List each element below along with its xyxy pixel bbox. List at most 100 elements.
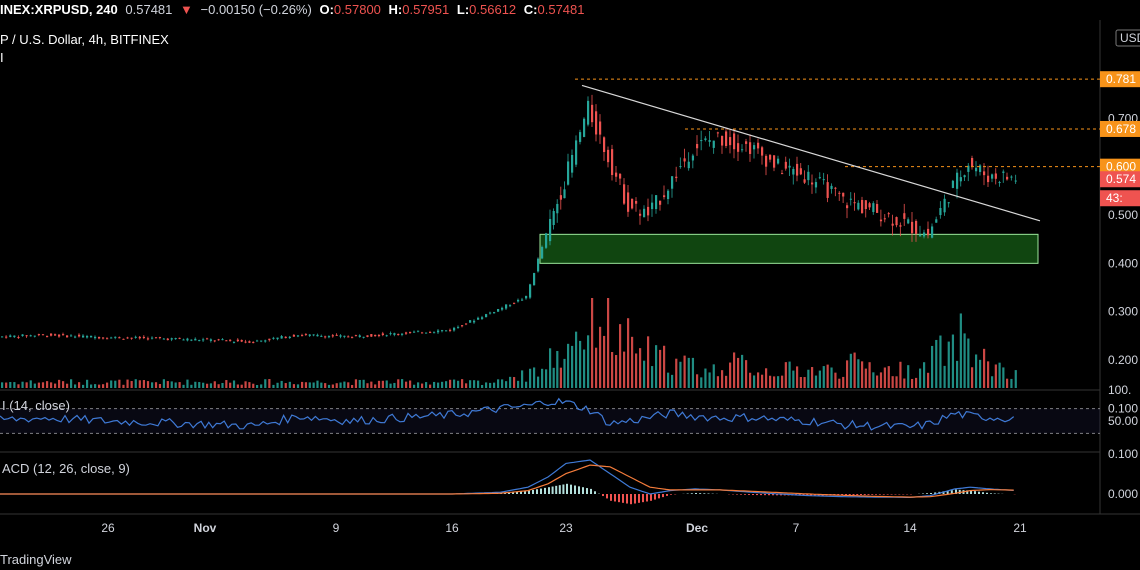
candle-body (381, 333, 384, 336)
rsi-legend[interactable]: I (14, close) (2, 398, 70, 413)
candle-body (773, 155, 776, 168)
volume-bar (256, 384, 259, 388)
candle-body (716, 132, 720, 134)
time-axis[interactable]: 26 Nov 9 16 23 Dec 7 14 21 (101, 521, 1027, 535)
volume-bar (879, 372, 883, 388)
volume-bar (33, 383, 36, 388)
candle-body (366, 335, 369, 337)
time-axis-label: 7 (793, 521, 800, 535)
macd-histogram-bar (703, 493, 706, 494)
macd-histogram-bar (658, 494, 660, 499)
rsi-band-fill (0, 408, 1100, 434)
candle-body (533, 273, 536, 286)
candle-body (272, 337, 275, 339)
macd-line (0, 459, 1014, 498)
macd-histogram-bar (699, 493, 702, 494)
volume-bar (513, 377, 516, 388)
tradingview-logo[interactable]: TradingView (0, 552, 72, 567)
open-value: 0.57800 (333, 2, 381, 17)
candle-body (876, 203, 879, 213)
volume-bar (537, 376, 540, 388)
candle-body (838, 192, 841, 194)
price-axis[interactable]: 0.7000.5000.4000.3000.2000.100USD0.7810.… (1100, 29, 1140, 415)
volume-bar (473, 380, 476, 388)
volume-bar (683, 355, 686, 388)
candle-body (583, 118, 586, 137)
price-tag-label: 0.574 (1106, 172, 1136, 186)
macd-histogram-bar (990, 493, 992, 494)
volume-bar (296, 384, 300, 388)
macd-histogram-bar (528, 490, 530, 494)
candle-body (198, 340, 201, 342)
candle-body (244, 341, 247, 343)
candle-body (190, 339, 193, 341)
drawings-layer[interactable] (575, 78, 1100, 222)
candle-body (879, 219, 883, 222)
candle-body (41, 334, 45, 336)
candle-body (935, 219, 938, 223)
candle-body (704, 138, 707, 141)
volume-bar (505, 381, 508, 388)
volume-bar (501, 379, 504, 388)
candle-body (320, 335, 323, 337)
candle-body (268, 338, 271, 341)
volume-bar (679, 361, 682, 388)
price-tag-label: 0.678 (1106, 122, 1136, 136)
rsi-axis-label: 100. (1108, 383, 1131, 397)
volume-bar (397, 379, 400, 388)
volume-bar (194, 381, 197, 388)
candle-body (232, 341, 236, 343)
candle-body (647, 206, 650, 216)
candle-body (861, 199, 864, 214)
candle-body (971, 157, 974, 167)
symbol-name[interactable]: INEX:XRPUSD, 240 (0, 2, 118, 17)
candle-body (826, 182, 829, 198)
candle-body (757, 142, 760, 149)
candle-body (1006, 176, 1009, 180)
candle-body (429, 332, 432, 334)
macd-legend[interactable]: ACD (12, 26, close, 9) (2, 461, 130, 476)
volume-bar (66, 383, 69, 388)
candle-body (118, 337, 121, 339)
volume-bar (54, 383, 57, 388)
volume-bar (343, 381, 346, 388)
candle-body (753, 145, 756, 150)
macd-histogram-bar (852, 494, 855, 496)
candle-body (413, 331, 416, 333)
volume-bar (967, 338, 970, 388)
macd-histogram-bar (548, 487, 550, 494)
volume-bar (745, 360, 748, 388)
volume-bar (796, 366, 799, 388)
candle-body (409, 331, 412, 333)
candle-body (130, 337, 133, 339)
volume-bar (529, 368, 532, 388)
volume-bar (441, 381, 444, 388)
candle-body (37, 334, 41, 336)
close-label: C: (523, 2, 538, 17)
candle-body (745, 141, 748, 144)
volume-bar (138, 380, 141, 388)
candle-body (975, 167, 978, 172)
volume-bar (351, 384, 354, 388)
candle-body (853, 202, 856, 204)
candle-body (857, 202, 860, 210)
volume-bar (366, 383, 369, 388)
volume-bar (591, 298, 594, 388)
candle-body (822, 179, 825, 181)
candle-body (623, 184, 626, 204)
volume-bar (814, 375, 818, 388)
volume-bar (186, 379, 189, 388)
volume-bar (209, 383, 213, 388)
volume-bar (327, 384, 331, 388)
volume-bar (943, 365, 946, 388)
volume-bar (162, 379, 165, 388)
candle-body (987, 175, 990, 183)
volume-bar (788, 361, 791, 388)
candle-body (5, 336, 8, 338)
macd-histogram-bar (524, 490, 526, 494)
candle-body (331, 335, 334, 337)
candle-body (729, 137, 732, 146)
volume-bar (74, 384, 77, 388)
macd-histogram-bar (610, 494, 612, 501)
